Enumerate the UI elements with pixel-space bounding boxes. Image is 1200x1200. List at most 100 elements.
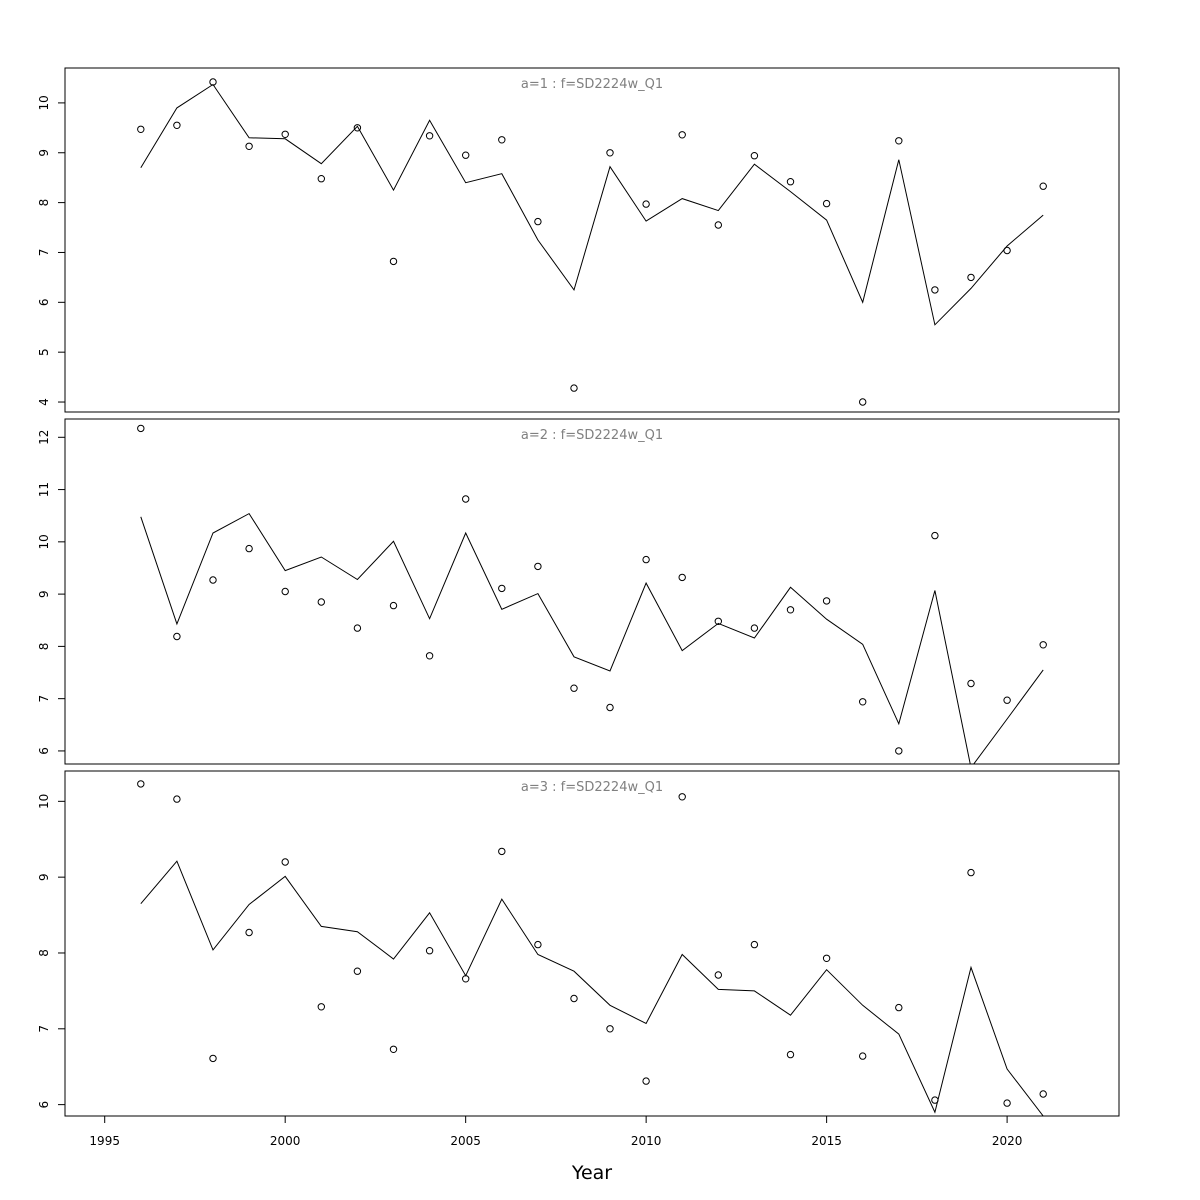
- panel-2-y-tick-label: 11: [37, 482, 51, 497]
- panel-2-observed-point: [534, 562, 542, 571]
- x-tick-label: 2005: [450, 1134, 481, 1148]
- panel-3-observed-point: [570, 994, 578, 1003]
- panel-1-observed-point: [209, 78, 217, 86]
- panel-3-observed-point: [822, 954, 831, 962]
- panel-2-observed-point: [173, 632, 181, 641]
- panel-1-observed-point: [859, 398, 867, 406]
- panel-3-observed-point: [498, 847, 506, 856]
- panel-3-observed-point: [642, 1077, 650, 1085]
- panel-2-observed-point: [1039, 641, 1047, 649]
- panel-3-observed-point: [967, 868, 975, 877]
- panel-1-y-tick-label: 6: [37, 298, 51, 306]
- panel-2-y-tick-label: 8: [37, 643, 51, 651]
- panel-2-observed-point: [570, 684, 578, 692]
- panel-1-y-tick-label: 4: [37, 398, 51, 406]
- panel-1-fitted-line: [140, 83, 1044, 326]
- panel-1-observed-point: [750, 152, 759, 160]
- panel-2-observed-point: [389, 601, 398, 610]
- x-tick-label: 1995: [89, 1134, 120, 1148]
- panel-3-observed-point: [1003, 1099, 1011, 1107]
- panel-1-observed-point: [173, 121, 181, 130]
- panel-1-observed-point: [389, 257, 398, 266]
- panel-3-observed-point: [714, 971, 722, 979]
- panel-1-observed-point: [931, 286, 939, 294]
- panel-1-observed-point: [137, 125, 145, 134]
- panel-1-observed-point: [570, 384, 578, 392]
- panel-2-y-tick-label: 6: [37, 747, 51, 755]
- panel-2-observed-point: [859, 698, 867, 706]
- panel-3-observed-point: [1039, 1090, 1047, 1098]
- panel-2-observed-point: [1003, 696, 1011, 704]
- x-tick-label: 2000: [270, 1134, 301, 1148]
- panel-1-y-tick-label: 7: [37, 249, 51, 257]
- panel-2-observed-point: [822, 597, 831, 605]
- x-tick-label: 2020: [992, 1134, 1023, 1148]
- panel-2-y-tick-label: 12: [37, 430, 51, 445]
- panel-3-observed-point: [462, 975, 470, 983]
- panel-2-observed-point: [317, 598, 325, 606]
- panel-2-observed-point: [642, 555, 650, 564]
- panel-3-observed-point: [425, 947, 434, 955]
- panel-2-observed-point: [931, 531, 939, 540]
- panel-1-observed-point: [895, 137, 903, 145]
- panel-3-title: a=3 : f=SD2224w_Q1: [521, 780, 663, 795]
- panel-3-y-tick-label: 6: [37, 1101, 51, 1109]
- panel-3-observed-point: [750, 940, 759, 949]
- panel-1-observed-point: [281, 130, 289, 139]
- x-axis-title: Year: [571, 1162, 612, 1184]
- panel-2-observed-point: [245, 544, 253, 553]
- panel-1-observed-point: [1039, 182, 1047, 190]
- panel-3-observed-point: [353, 967, 362, 975]
- panel-2-observed-point: [678, 573, 686, 582]
- panel-3-observed-point: [931, 1096, 939, 1104]
- x-tick-label: 2010: [631, 1134, 662, 1148]
- panel-1-frame: [64, 67, 1120, 413]
- panel-2-observed-point: [281, 587, 289, 596]
- panel-2-observed-point: [606, 703, 614, 712]
- panel-1-observed-point: [606, 149, 614, 157]
- panel-3-y-tick-label: 9: [37, 873, 51, 881]
- panel-1-observed-point: [245, 142, 253, 151]
- panel-3-observed-point: [678, 793, 686, 801]
- panel-3-observed-point: [534, 940, 542, 949]
- panel-1-observed-point: [822, 199, 831, 208]
- panel-1-observed-point: [678, 131, 686, 139]
- panel-3-observed-point: [786, 1050, 795, 1059]
- panel-1-observed-point: [786, 178, 795, 186]
- panel-1-observed-point: [425, 132, 434, 140]
- panel-1-observed-point: [498, 136, 506, 144]
- panel-2-y-tick-label: 10: [37, 534, 51, 549]
- panel-2-observed-point: [353, 624, 362, 632]
- panel-2-observed-point: [714, 617, 722, 625]
- panel-3-observed-point: [281, 858, 289, 866]
- panel-2-observed-point: [895, 747, 903, 755]
- panel-1-observed-point: [967, 273, 975, 282]
- panel-2-observed-point: [425, 652, 434, 660]
- panel-1-title: a=1 : f=SD2224w_Q1: [521, 77, 663, 92]
- panel-1-y-tick-label: 9: [37, 149, 51, 157]
- panel-3-observed-point: [606, 1025, 614, 1033]
- panel-2-observed-point: [786, 606, 795, 614]
- panel-2-y-tick-label: 7: [37, 695, 51, 703]
- panel-1-y-tick-label: 10: [37, 95, 51, 110]
- panel-3-frame: [64, 770, 1120, 1117]
- panel-3-observed-point: [859, 1052, 867, 1060]
- panel-3-y-tick-label: 8: [37, 949, 51, 957]
- panel-2-observed-point: [462, 495, 470, 503]
- panel-3-observed-point: [137, 780, 145, 788]
- panel-1-observed-point: [1003, 246, 1011, 255]
- panel-1-y-tick-label: 5: [37, 348, 51, 356]
- panel-2-frame: [64, 418, 1120, 765]
- panel-3-observed-point: [245, 928, 253, 937]
- panel-3-observed-point: [895, 1003, 903, 1012]
- panel-1-observed-point: [534, 217, 542, 226]
- panel-2-observed-point: [137, 424, 145, 433]
- panel-1-observed-point: [353, 124, 362, 132]
- x-tick-label: 2015: [811, 1134, 842, 1148]
- panel-1-observed-point: [642, 200, 650, 208]
- panel-2-observed-point: [750, 624, 759, 632]
- panel-1-observed-point: [714, 221, 722, 229]
- panel-3-observed-point: [389, 1045, 398, 1054]
- panel-3-y-tick-label: 7: [37, 1025, 51, 1033]
